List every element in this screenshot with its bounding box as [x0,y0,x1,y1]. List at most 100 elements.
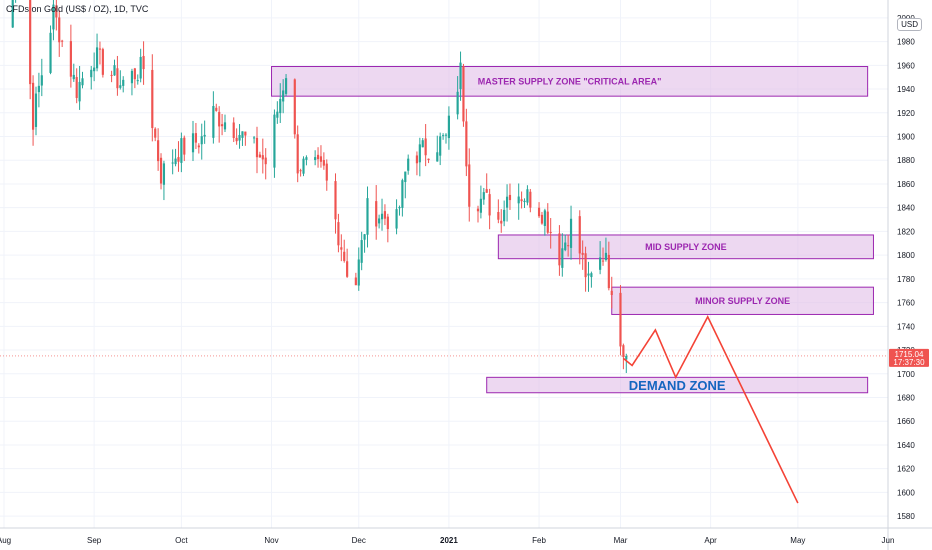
zones: MASTER SUPPLY ZONE "CRITICAL AREA" MID SU… [271,66,874,394]
candle-body [404,171,407,183]
candle-body [363,234,366,240]
candle-body [244,131,247,136]
candle-body [401,180,404,208]
candle-body [177,157,180,162]
x-tick-label: Aug [0,536,11,545]
candle-body [159,157,163,184]
candle-body [282,90,285,102]
zone-label-mid: MID SUPPLY ZONE [645,242,727,252]
candle-body [218,111,221,127]
candle-body [293,79,296,135]
candle-body [561,248,564,268]
y-tick-label: 1660 [897,417,915,426]
candle-body [436,152,439,162]
candle-body [476,208,480,212]
candle-body [52,4,55,30]
y-tick-label: 1880 [897,156,915,165]
candle-body [537,207,541,217]
candle-body [415,155,419,164]
candle-body [162,163,166,185]
candle-body [232,122,235,139]
candle-body [119,85,122,88]
candle-body [427,158,430,161]
candle-body [194,133,198,143]
candle-body [133,68,136,80]
candle-body [581,252,584,255]
zone-minor [611,286,874,315]
candle-body [49,32,52,73]
candle-body [503,209,506,222]
y-tick-label: 1840 [897,204,915,213]
y-tick-label: 1760 [897,299,915,308]
candle-body [439,136,442,156]
candle-body [212,106,215,138]
candle-body [34,93,38,127]
candle-body [578,216,581,254]
candle-body [378,218,381,224]
y-tick-label: 1580 [897,512,915,521]
candle-body [337,222,340,246]
candle-body [599,257,602,270]
candle-body [136,80,139,82]
candle-body [619,292,622,347]
candle-body [316,154,320,160]
currency-badge[interactable]: USD [897,18,922,31]
candle-body [322,160,325,166]
price-badge-value: 1715.04 [895,350,924,359]
candle-body [343,251,346,261]
candle-body [75,77,78,98]
candle-body [157,140,160,162]
zone-master [271,66,869,97]
candle-body [171,162,174,164]
zone-label-minor: MINOR SUPPLY ZONE [695,296,790,306]
zone-label-master: MASTER SUPPLY ZONE "CRITICAL AREA" [478,76,662,86]
y-tick-label: 1800 [897,251,915,260]
candle-body [95,47,99,69]
y-tick-label: 1980 [897,38,915,47]
candle-body [98,48,102,50]
candle-body [241,131,244,138]
candle-body [418,144,421,163]
candle-body [235,137,238,142]
y-tick-label: 1680 [897,394,915,403]
candle-body [180,138,183,163]
y-tick-label: 1940 [897,85,915,94]
zone-mid [497,234,874,260]
candle-body [447,115,450,139]
candle-body [517,196,520,204]
candle-body [479,198,482,213]
zone-label-demand: DEMAND ZONE [629,378,726,393]
y-tick-label: 1620 [897,465,915,474]
x-tick-label: Feb [532,536,546,545]
candle-body [529,191,532,208]
candle-body [325,163,328,181]
x-tick-label: Oct [175,536,188,545]
candle-body [569,218,573,248]
candle-body [215,107,218,111]
y-tick-label: 1780 [897,275,915,284]
candle-body [468,164,471,207]
candle-body [305,157,308,160]
candle-body [255,137,259,158]
candle-body [11,0,14,28]
candle-body [567,245,570,247]
candle-body [456,91,459,115]
candle-body [238,134,241,141]
candle-body [113,65,116,76]
y-tick-label: 1740 [897,322,915,331]
candle-body [482,192,485,200]
candle-body [264,157,267,165]
candle-body [31,82,35,130]
x-tick-label: Nov [264,536,278,545]
candle-body [366,198,369,235]
candle-body [61,40,64,42]
candle-body [55,5,58,18]
candle-body [139,56,142,79]
candle-body [488,194,491,216]
candle-body [558,233,561,266]
candle-body [151,69,154,129]
candle-body [500,220,503,224]
candle-body [540,214,544,224]
candle-body [273,114,276,168]
